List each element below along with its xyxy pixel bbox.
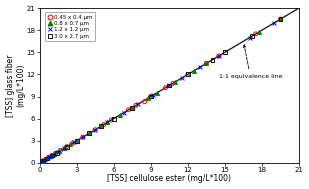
Point	[167, 84, 172, 87]
Point	[101, 123, 106, 126]
Point	[39, 160, 44, 163]
Legend: 0.45 x 0.4 μm, 0.8 x 0.7 μm, 1.2 x 1.2 μm, 3.0 x 2.7 μm: 0.45 x 0.4 μm, 0.8 x 0.7 μm, 1.2 x 1.2 μ…	[45, 12, 95, 41]
Point	[272, 21, 277, 24]
Point	[99, 125, 104, 128]
Point	[64, 145, 69, 148]
Point	[41, 159, 46, 162]
Point	[40, 160, 45, 163]
Point	[40, 160, 44, 163]
Y-axis label: [TSS] glass fiber
(mg/L*100): [TSS] glass fiber (mg/L*100)	[6, 54, 25, 117]
Point	[126, 108, 131, 111]
Point	[109, 119, 114, 122]
Point	[57, 149, 62, 153]
Point	[54, 151, 59, 154]
Point	[99, 125, 104, 128]
Point	[93, 128, 98, 131]
Point	[74, 139, 79, 142]
Point	[253, 32, 258, 35]
Point	[278, 18, 283, 21]
Point	[48, 155, 53, 158]
Point	[105, 121, 110, 124]
Point	[185, 73, 190, 76]
Point	[64, 145, 69, 148]
Point	[136, 102, 141, 105]
Point	[198, 66, 203, 69]
Point	[58, 149, 63, 152]
Point	[179, 77, 184, 80]
Point	[70, 142, 75, 145]
Point	[250, 35, 255, 38]
Point	[257, 30, 262, 33]
Point	[185, 73, 190, 76]
Point	[80, 136, 85, 139]
Point	[167, 84, 172, 87]
Point	[210, 58, 215, 61]
Point	[56, 150, 61, 153]
Point	[80, 136, 85, 139]
Point	[247, 36, 252, 39]
Point	[87, 132, 91, 135]
Point	[130, 106, 135, 109]
Point	[74, 139, 79, 142]
Point	[38, 161, 43, 164]
Point	[53, 152, 58, 155]
Point	[49, 154, 54, 157]
Point	[43, 158, 48, 161]
Point	[46, 156, 51, 159]
Point	[117, 113, 122, 116]
Point	[148, 95, 153, 98]
Point	[146, 97, 151, 100]
Point	[44, 157, 49, 160]
Point	[44, 157, 49, 160]
Point	[49, 154, 54, 157]
Point	[163, 86, 168, 89]
Point	[51, 153, 56, 156]
Point	[148, 95, 153, 98]
Point	[52, 153, 57, 156]
Point	[43, 158, 48, 161]
Point	[278, 18, 283, 21]
Point	[38, 161, 43, 164]
Point	[39, 160, 44, 163]
Point	[204, 62, 209, 65]
Point	[154, 91, 159, 94]
Point	[68, 143, 73, 146]
Point	[204, 62, 209, 65]
Point	[87, 132, 91, 135]
Point	[216, 54, 221, 57]
Point	[173, 80, 178, 83]
Point	[130, 106, 135, 109]
Point	[121, 111, 126, 114]
Point	[105, 121, 110, 124]
Point	[72, 141, 77, 144]
Text: 1:1 equivalence line: 1:1 equivalence line	[219, 45, 282, 79]
X-axis label: [TSS] cellulose ester (mg/L*100): [TSS] cellulose ester (mg/L*100)	[107, 174, 231, 184]
Point	[216, 54, 221, 57]
Point	[222, 51, 227, 54]
Point	[62, 147, 67, 150]
Point	[38, 161, 43, 164]
Point	[62, 147, 67, 150]
Point	[38, 161, 43, 164]
Point	[93, 128, 98, 131]
Point	[47, 156, 52, 159]
Point	[171, 82, 176, 85]
Point	[278, 18, 283, 21]
Point	[192, 69, 197, 72]
Point	[142, 100, 147, 103]
Point	[111, 117, 116, 120]
Point	[151, 94, 156, 97]
Point	[41, 159, 46, 162]
Point	[133, 104, 138, 107]
